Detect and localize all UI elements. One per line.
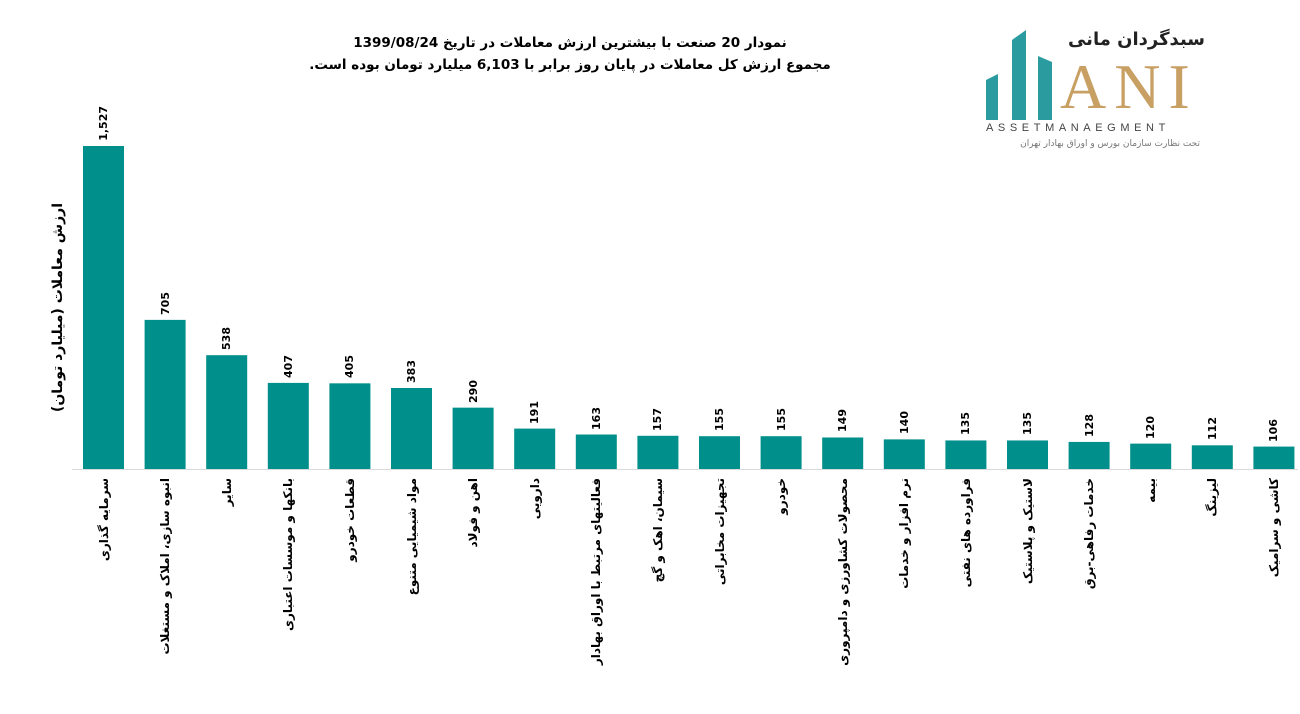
bar bbox=[1253, 446, 1295, 469]
x-tick-label: نرم افزار و خدمات bbox=[897, 478, 912, 589]
data-label: 290 bbox=[466, 379, 480, 403]
x-tick-label: لاستیک و پلاستیک bbox=[1020, 478, 1035, 585]
bar bbox=[883, 439, 925, 469]
data-label: 705 bbox=[158, 291, 172, 315]
x-tick-label: سرمایه گذاری bbox=[96, 478, 111, 562]
bar bbox=[637, 435, 679, 469]
data-label: 120 bbox=[1144, 415, 1158, 439]
bar bbox=[1191, 445, 1233, 469]
data-label: 135 bbox=[1021, 412, 1034, 436]
x-tick-label: فعالیتهای مرتبط با اوراق بهادار bbox=[589, 478, 604, 666]
bar bbox=[1007, 440, 1048, 469]
x-tick-label: فراورده های نفتی bbox=[958, 478, 973, 588]
data-label: 112 bbox=[1205, 417, 1219, 441]
logo-bars-icon bbox=[986, 30, 1052, 120]
data-label: 163 bbox=[589, 406, 603, 430]
logo-fa-name: سبدگردان مانی bbox=[1067, 29, 1205, 50]
x-tick-label: سایر bbox=[219, 478, 234, 507]
data-label: 538 bbox=[220, 327, 234, 351]
logo-en-name: ANI bbox=[1060, 51, 1198, 122]
bar bbox=[575, 434, 617, 469]
bar bbox=[452, 407, 494, 469]
data-label: 155 bbox=[713, 408, 726, 432]
x-tick-label: بیمه bbox=[1143, 478, 1158, 503]
bar bbox=[945, 440, 987, 469]
bar bbox=[267, 382, 309, 469]
bar bbox=[144, 319, 186, 469]
bar bbox=[83, 146, 124, 469]
title-line-1: نمودار 20 صنعت با بیشترین ارزش معاملات د… bbox=[353, 35, 787, 51]
bar bbox=[699, 436, 740, 469]
x-tick-label: قطعات خودرو bbox=[342, 478, 357, 562]
bar bbox=[822, 437, 864, 469]
x-tick-label: سیمان، اهک و گچ bbox=[650, 478, 665, 583]
x-tick-label: دارویی bbox=[527, 478, 542, 520]
data-label: 405 bbox=[343, 355, 357, 379]
logo-fa-sub: تحت نظارت سازمان بورس و اوراق بهادار تهر… bbox=[1020, 139, 1200, 149]
data-label: 155 bbox=[774, 408, 788, 432]
x-tick-label: خدمات رفاهی-برق bbox=[1082, 478, 1097, 590]
x-tick-label: اهن و فولاد bbox=[466, 478, 481, 548]
data-label: 157 bbox=[651, 407, 665, 431]
data-label: 191 bbox=[528, 400, 542, 424]
data-label: 128 bbox=[1082, 413, 1096, 437]
data-label: 383 bbox=[405, 359, 418, 383]
bar bbox=[329, 383, 371, 469]
x-tick-label: تجهیزات مخابراتی bbox=[712, 478, 727, 586]
x-tick-label: خودرو bbox=[774, 478, 789, 515]
x-tick-label: بانکها و موسسات اعتباری bbox=[281, 478, 296, 631]
x-tick-label: انبوه سازی، املاک و مستغلات bbox=[158, 478, 173, 655]
data-label: 407 bbox=[281, 354, 295, 378]
company-logo: سبدگردان مانی ANI ASSETMANAEGMENT تحت نظ… bbox=[980, 26, 1210, 154]
x-tick-label: محصولات کشاورزی و دامپروری bbox=[835, 478, 850, 666]
bar bbox=[206, 355, 248, 469]
title-line-2: مجموع ارزش کل معاملات در پایان روز برابر… bbox=[309, 57, 831, 73]
x-tick-label: لیزینگ bbox=[1205, 478, 1220, 517]
chart-title: نمودار 20 صنعت با بیشترین ارزش معاملات د… bbox=[250, 32, 890, 76]
data-label: 149 bbox=[836, 409, 850, 433]
data-label: 135 bbox=[959, 412, 973, 436]
data-label: 140 bbox=[897, 411, 911, 435]
logo-en-sub: ASSETMANAEGMENT bbox=[986, 122, 1170, 134]
bar bbox=[514, 428, 556, 469]
data-label: 106 bbox=[1267, 418, 1281, 442]
bar bbox=[1130, 443, 1172, 469]
bar bbox=[391, 387, 432, 469]
x-tick-label: کاشی و سرامیک bbox=[1266, 478, 1281, 578]
data-label: 1,527 bbox=[97, 106, 110, 141]
x-tick-label: مواد شیمیایی متنوع bbox=[404, 478, 419, 596]
bar bbox=[1068, 441, 1110, 469]
bar bbox=[760, 436, 802, 469]
